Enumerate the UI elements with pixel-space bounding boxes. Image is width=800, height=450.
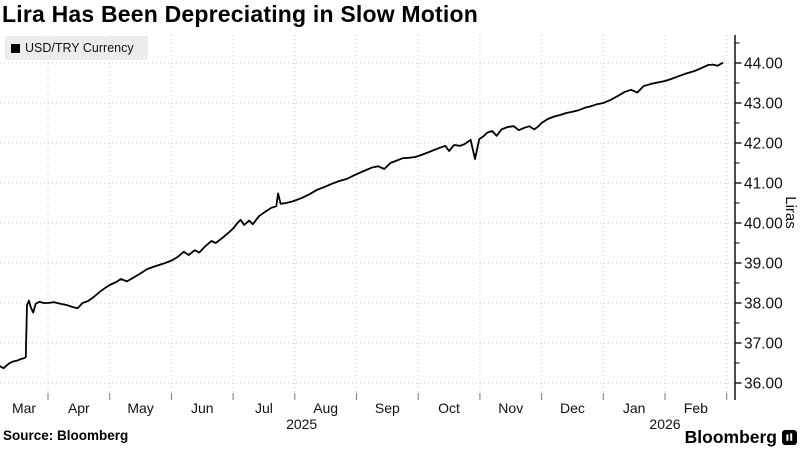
x-year-label: 2026 <box>649 416 680 432</box>
y-tick-label: 39.00 <box>744 256 783 273</box>
y-tick-label: 37.00 <box>744 336 783 353</box>
y-tick-label: 41.00 <box>744 176 783 193</box>
y-tick-label: 40.00 <box>744 216 783 233</box>
x-month-label: Mar <box>12 400 36 416</box>
x-month-label: Feb <box>684 400 708 416</box>
x-month-label: Nov <box>498 400 523 416</box>
x-year-label: 2025 <box>286 416 317 432</box>
y-tick-label: 44.00 <box>744 56 783 73</box>
x-month-label: Oct <box>438 400 460 416</box>
y-tick-label: 38.00 <box>744 296 783 313</box>
chart-title: Lira Has Been Depreciating in Slow Motio… <box>2 1 478 27</box>
bloomberg-terminal-icon <box>782 430 797 445</box>
y-tick-label: 42.00 <box>744 136 783 153</box>
x-month-label: Dec <box>560 400 585 416</box>
x-month-label: Jul <box>255 400 273 416</box>
x-month-label: Sep <box>375 400 400 416</box>
x-month-label: Apr <box>68 400 90 416</box>
series-marker-icon <box>11 43 20 53</box>
legend-label: USD/TRY Currency <box>25 41 134 55</box>
bloomberg-wordmark: Bloomberg <box>685 427 797 448</box>
y-tick-label: 36.00 <box>744 376 783 393</box>
x-month-label: Aug <box>313 400 338 416</box>
y-tick-label: 43.00 <box>744 96 783 113</box>
brand-text: Bloomberg <box>684 427 777 447</box>
x-month-label: Jun <box>191 400 214 416</box>
x-month-label: Jan <box>623 400 646 416</box>
x-month-label: May <box>127 400 153 416</box>
y-axis-title: Liras <box>781 196 799 229</box>
source-note: Source: Bloomberg <box>3 428 129 443</box>
legend: USD/TRY Currency <box>5 36 148 60</box>
price-line <box>0 62 724 370</box>
